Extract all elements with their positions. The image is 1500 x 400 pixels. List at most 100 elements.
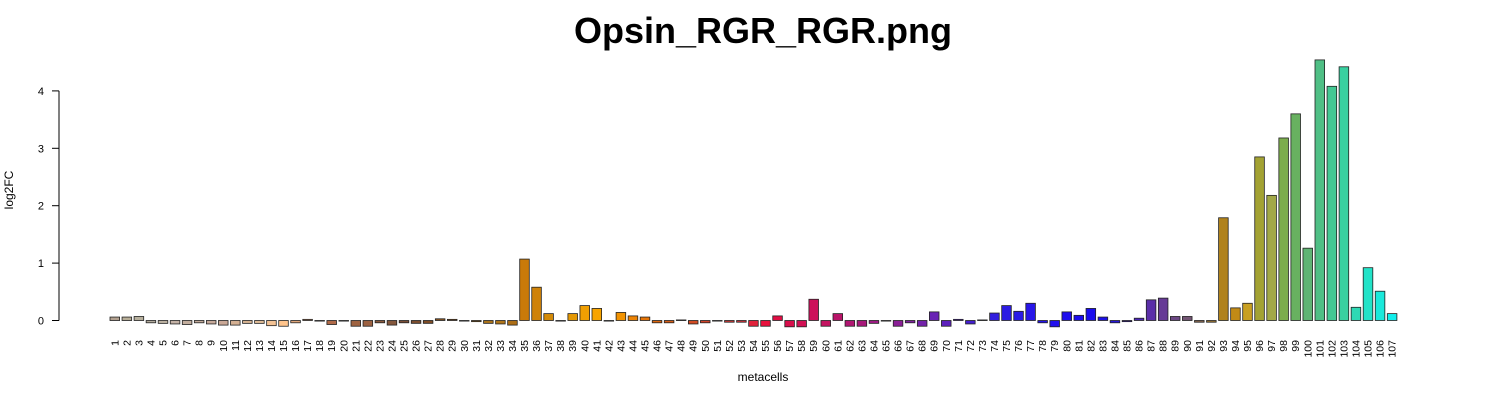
x-tick-label: 19 [326,340,338,352]
x-tick-label: 103 [1338,340,1350,358]
x-tick-label: 92 [1206,340,1218,352]
bar [615,312,627,321]
bar [820,320,831,327]
x-tick-label: 26 [411,340,423,352]
x-tick-label: 55 [760,340,772,352]
x-tick-label: 6 [170,340,182,346]
bar [410,320,422,324]
bar [1133,317,1145,321]
x-tick-label: 24 [386,340,398,352]
bar [1350,306,1362,321]
x-tick-label: 40 [579,340,591,352]
bar [446,318,458,321]
bar [254,320,265,324]
x-tick-label: 32 [483,340,495,352]
x-tick-label: 35 [519,340,531,352]
bar [398,320,410,324]
bar [591,308,603,321]
bar [627,315,639,321]
bar [904,320,916,324]
bar [1362,267,1374,321]
x-tick-label: 65 [881,340,893,352]
y-tick-label: 3 [38,143,44,155]
bar [941,320,952,327]
x-tick-label: 31 [471,340,483,352]
bar [880,320,892,322]
x-tick-label: 57 [784,340,796,352]
bar [1338,66,1350,321]
bar [471,320,482,323]
x-tick-label: 70 [941,340,953,352]
x-tick-label: 91 [1194,340,1206,352]
x-tick-label: 82 [1085,340,1097,352]
x-tick-label: 17 [302,340,314,352]
x-tick-label: 33 [495,340,507,352]
x-tick-label: 9 [206,340,218,346]
x-axis-label: metacells [738,370,789,384]
bar [567,313,578,321]
x-tick-label: 63 [856,340,868,352]
x-tick-label: 75 [1001,340,1013,352]
x-tick-label: 86 [1134,340,1146,352]
bar [1374,290,1386,321]
x-tick-label: 50 [700,340,712,352]
x-tick-label: 4 [145,340,157,346]
y-axis-label: log2FC [2,170,16,209]
bar [507,320,518,326]
x-tick-label: 13 [254,340,266,352]
bar [543,313,554,321]
x-tick-label: 83 [1097,340,1109,352]
x-tick-label: 48 [676,340,688,352]
x-tick-label: 30 [459,340,471,352]
x-tick-label: 60 [820,340,832,352]
x-tick-label: 44 [627,340,639,352]
bar [121,316,133,321]
bar [1061,311,1072,321]
bar [989,312,1000,321]
x-tick-label: 49 [688,340,700,352]
x-tick-label: 80 [1061,340,1073,352]
x-tick-label: 51 [712,340,724,352]
bar [531,286,542,321]
x-tick-label: 69 [929,340,941,352]
bar [266,320,277,327]
x-tick-label: 61 [832,340,844,352]
bar [290,320,301,324]
bar [157,320,169,324]
bar [844,320,856,327]
bar [362,320,374,327]
x-tick-label: 34 [507,340,519,352]
x-tick-label: 79 [1049,340,1061,352]
bar [386,320,398,326]
bar [205,320,217,325]
bar [579,305,590,321]
x-tick-label: 66 [893,340,905,352]
bar [1254,156,1265,321]
x-tick-label: 23 [374,340,386,352]
x-tick-label: 5 [158,340,170,346]
x-tick-label: 97 [1266,340,1278,352]
bar [1013,310,1024,321]
bar [1386,313,1398,321]
bar [1121,320,1133,323]
bar [760,320,771,327]
bar [1206,320,1217,323]
bar [109,316,121,321]
x-tick-label: 89 [1170,340,1182,352]
x-tick-label: 1 [109,340,121,346]
y-tick-label: 0 [38,316,44,328]
bar [603,320,615,322]
x-tick-label: 36 [531,340,543,352]
bar [1025,302,1036,321]
x-tick-label: 14 [266,340,278,352]
bar [1230,307,1241,321]
x-tick-label: 107 [1387,340,1399,358]
x-tick-label: 73 [977,340,989,352]
x-tick-label: 100 [1302,340,1314,358]
bar [1314,59,1326,321]
bar [712,320,723,322]
bar [977,319,988,321]
x-tick-label: 77 [1025,340,1037,352]
x-tick-label: 88 [1158,340,1170,352]
